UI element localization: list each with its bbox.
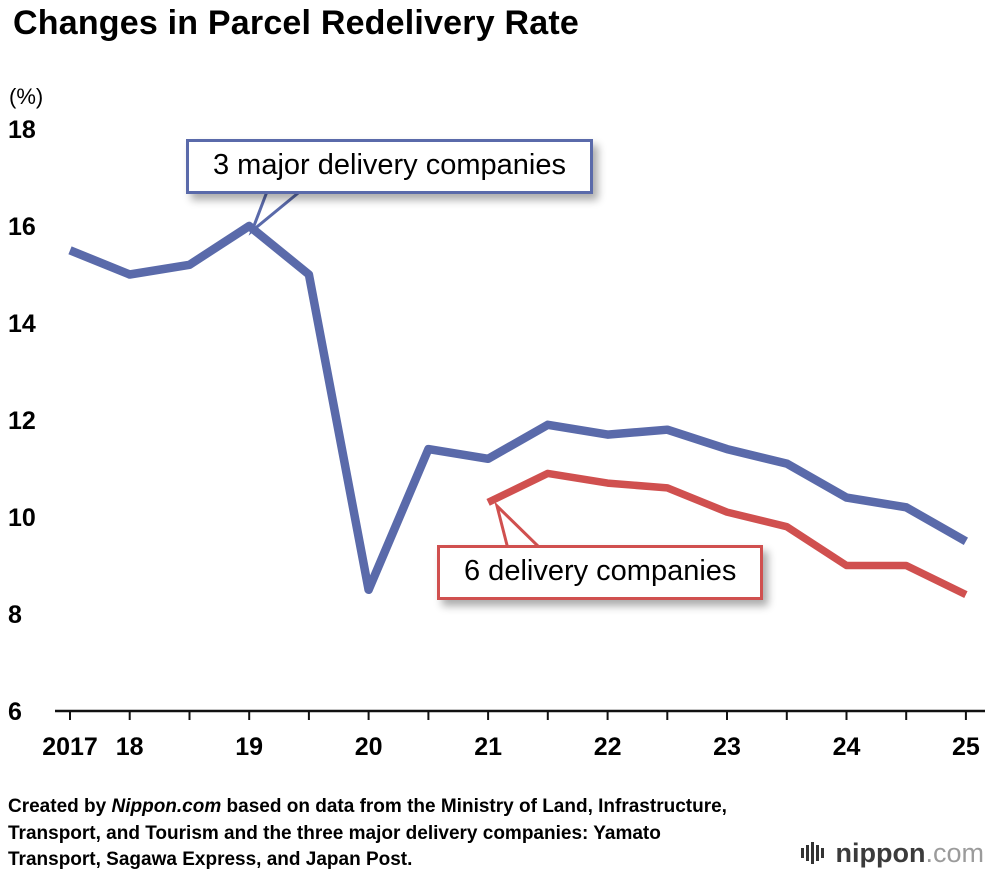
x-tick-label: 2017: [42, 733, 98, 761]
callout-tail-red: [494, 501, 545, 551]
x-tick-label: 24: [833, 733, 861, 761]
nippon-logo: nippon .com: [799, 838, 984, 868]
series-line-0: [68, 221, 969, 595]
series-line-1: [486, 469, 968, 598]
y-tick-label: 18: [8, 116, 36, 144]
y-tick-label: 6: [8, 698, 22, 726]
x-tick-label: 18: [116, 733, 144, 761]
y-tick-label: 10: [8, 504, 36, 532]
nippon-logo-icon: [800, 842, 824, 864]
callout-6-companies: 6 delivery companies: [437, 545, 764, 600]
source-note: Created by Nippon.com based on data from…: [8, 794, 753, 874]
source-note-brand: Nippon.com: [111, 796, 222, 817]
y-tick-label: 16: [8, 213, 36, 241]
x-tick-label: 20: [355, 733, 383, 761]
source-note-prefix: Created by: [8, 796, 112, 817]
x-tick-label: 19: [235, 733, 263, 761]
callout-3-major-companies: 3 major delivery companies: [186, 139, 593, 194]
x-tick-label: 23: [713, 733, 741, 761]
y-tick-label: 14: [8, 310, 36, 338]
x-tick-label: 22: [594, 733, 622, 761]
y-axis-unit-label: (%): [9, 84, 44, 109]
source-note-suffix: based on data from the Ministry of Land,…: [8, 796, 727, 871]
x-tick-label: 25: [952, 733, 980, 761]
y-tick-label: 12: [8, 407, 36, 435]
y-tick-label: 8: [8, 601, 22, 629]
callout-tail-blue: [248, 187, 308, 236]
chart-title: Changes in Parcel Redelivery Rate: [13, 4, 579, 42]
nippon-logo-tld: .com: [925, 837, 984, 868]
nippon-logo-text: nippon: [835, 837, 926, 868]
x-tick-label: 21: [474, 733, 502, 761]
